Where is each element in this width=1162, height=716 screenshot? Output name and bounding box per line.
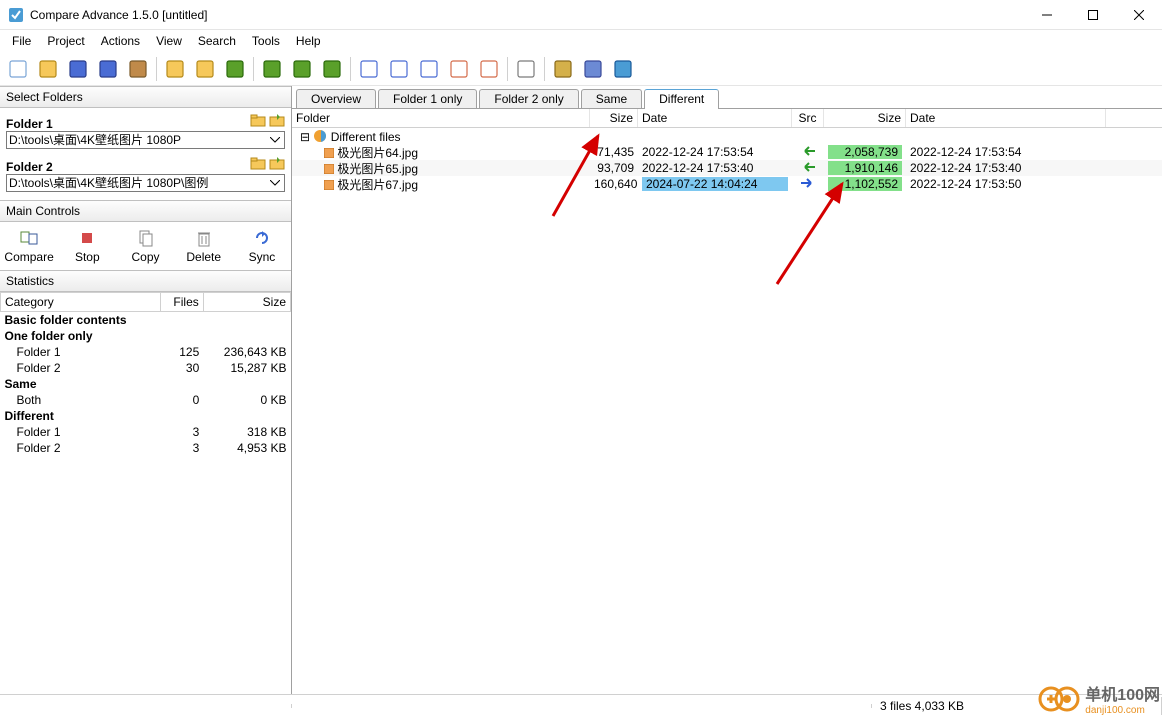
folder1-input[interactable]: D:\tools\桌面\4K壁纸图片 1080P — [6, 131, 285, 149]
compare-button[interactable]: Compare — [0, 226, 58, 266]
menu-help[interactable]: Help — [288, 32, 329, 50]
column-size[interactable]: Size — [824, 109, 906, 127]
folder2-label: Folder 2 — [6, 160, 53, 174]
folder2-browse-icon[interactable] — [250, 155, 266, 171]
panel1-icon[interactable] — [385, 55, 413, 83]
panel2-icon[interactable] — [415, 55, 443, 83]
folder1-browse-icon[interactable] — [250, 112, 266, 128]
annotation-arrow-2 — [772, 179, 852, 289]
search-icon[interactable] — [512, 55, 540, 83]
open-icon[interactable] — [34, 55, 62, 83]
left-panel: Select Folders Folder 1 D:\tools\桌面\4K壁纸… — [0, 86, 292, 694]
close-button[interactable] — [1116, 0, 1162, 30]
menu-project[interactable]: Project — [39, 32, 92, 50]
options-icon[interactable] — [549, 55, 577, 83]
menubar: FileProjectActionsViewSearchToolsHelp — [0, 30, 1162, 52]
filter-icon[interactable] — [221, 55, 249, 83]
watermark: 单机100网 danji100.com — [1037, 681, 1160, 716]
list-icon[interactable] — [445, 55, 473, 83]
copy-button[interactable]: Copy — [116, 226, 174, 266]
toolbar — [0, 52, 1162, 86]
menu-view[interactable]: View — [148, 32, 190, 50]
tab-same[interactable]: Same — [581, 89, 642, 109]
app-icon — [8, 7, 24, 23]
check-icon[interactable] — [355, 55, 383, 83]
help-icon[interactable] — [609, 55, 637, 83]
delete-button[interactable]: Delete — [175, 226, 233, 266]
tab-different[interactable]: Different — [644, 89, 719, 109]
column-date[interactable]: Date — [638, 109, 792, 127]
statistics-table: CategoryFilesSize Basic folder contentsO… — [0, 292, 291, 456]
watermark-icon — [1037, 685, 1081, 713]
titlebar: Compare Advance 1.5.0 [untitled] — [0, 0, 1162, 30]
folder-cfg2-icon[interactable] — [191, 55, 219, 83]
window-title: Compare Advance 1.5.0 [untitled] — [30, 8, 1024, 22]
right-panel: OverviewFolder 1 onlyFolder 2 onlySameDi… — [292, 86, 1162, 694]
tabs: OverviewFolder 1 onlyFolder 2 onlySameDi… — [292, 86, 1162, 108]
file-header: FolderSizeDateSrcSizeDate — [292, 109, 1162, 128]
menu-tools[interactable]: Tools — [244, 32, 288, 50]
sync-button[interactable]: Sync — [233, 226, 291, 266]
manual-icon[interactable] — [579, 55, 607, 83]
menu-actions[interactable]: Actions — [93, 32, 148, 50]
window-controls — [1024, 0, 1162, 30]
menu-search[interactable]: Search — [190, 32, 244, 50]
menu-file[interactable]: File — [4, 32, 39, 50]
tab-overview[interactable]: Overview — [296, 89, 376, 109]
file-row[interactable]: 极光图片67.jpg160,6402024-07-22 14:04:241,10… — [292, 176, 1162, 192]
tree-root[interactable]: ⊟ Different files — [292, 128, 1162, 144]
watermark-text2: danji100.com — [1085, 705, 1160, 716]
folder-cfg1-icon[interactable] — [161, 55, 189, 83]
minimize-button[interactable] — [1024, 0, 1070, 30]
new-icon[interactable] — [4, 55, 32, 83]
folder2-input[interactable]: D:\tools\桌面\4K壁纸图片 1080P\图例 — [6, 174, 285, 192]
folder1-label: Folder 1 — [6, 117, 53, 131]
select-folders-header: Select Folders — [0, 86, 291, 108]
tab-folder-1-only[interactable]: Folder 1 only — [378, 89, 477, 109]
archive-icon[interactable] — [124, 55, 152, 83]
folder2-refresh-icon[interactable] — [269, 155, 285, 171]
statistics-header: Statistics — [0, 270, 291, 292]
watermark-text1: 单机100网 — [1085, 681, 1160, 705]
statusbar: 3 files 4,033 KB — [0, 694, 1162, 716]
file-row[interactable]: 极光图片65.jpg93,7092022-12-24 17:53:401,910… — [292, 160, 1162, 176]
arrow-right-icon[interactable] — [288, 55, 316, 83]
maximize-button[interactable] — [1070, 0, 1116, 30]
stop-button[interactable]: Stop — [58, 226, 116, 266]
swap-icon[interactable] — [318, 55, 346, 83]
cols-icon[interactable] — [475, 55, 503, 83]
column-size[interactable]: Size — [590, 109, 638, 127]
column-src[interactable]: Src — [792, 109, 824, 127]
file-area: FolderSizeDateSrcSizeDate ⊟ Different fi… — [292, 108, 1162, 694]
tab-folder-2-only[interactable]: Folder 2 only — [479, 89, 578, 109]
column-date[interactable]: Date — [906, 109, 1106, 127]
folder1-refresh-icon[interactable] — [269, 112, 285, 128]
main-controls-header: Main Controls — [0, 200, 291, 222]
save-icon[interactable] — [64, 55, 92, 83]
column-folder[interactable]: Folder — [292, 109, 590, 127]
arrow-left-icon[interactable] — [258, 55, 286, 83]
saveall-icon[interactable] — [94, 55, 122, 83]
file-row[interactable]: 极光图片64.jpg71,4352022-12-24 17:53:542,058… — [292, 144, 1162, 160]
